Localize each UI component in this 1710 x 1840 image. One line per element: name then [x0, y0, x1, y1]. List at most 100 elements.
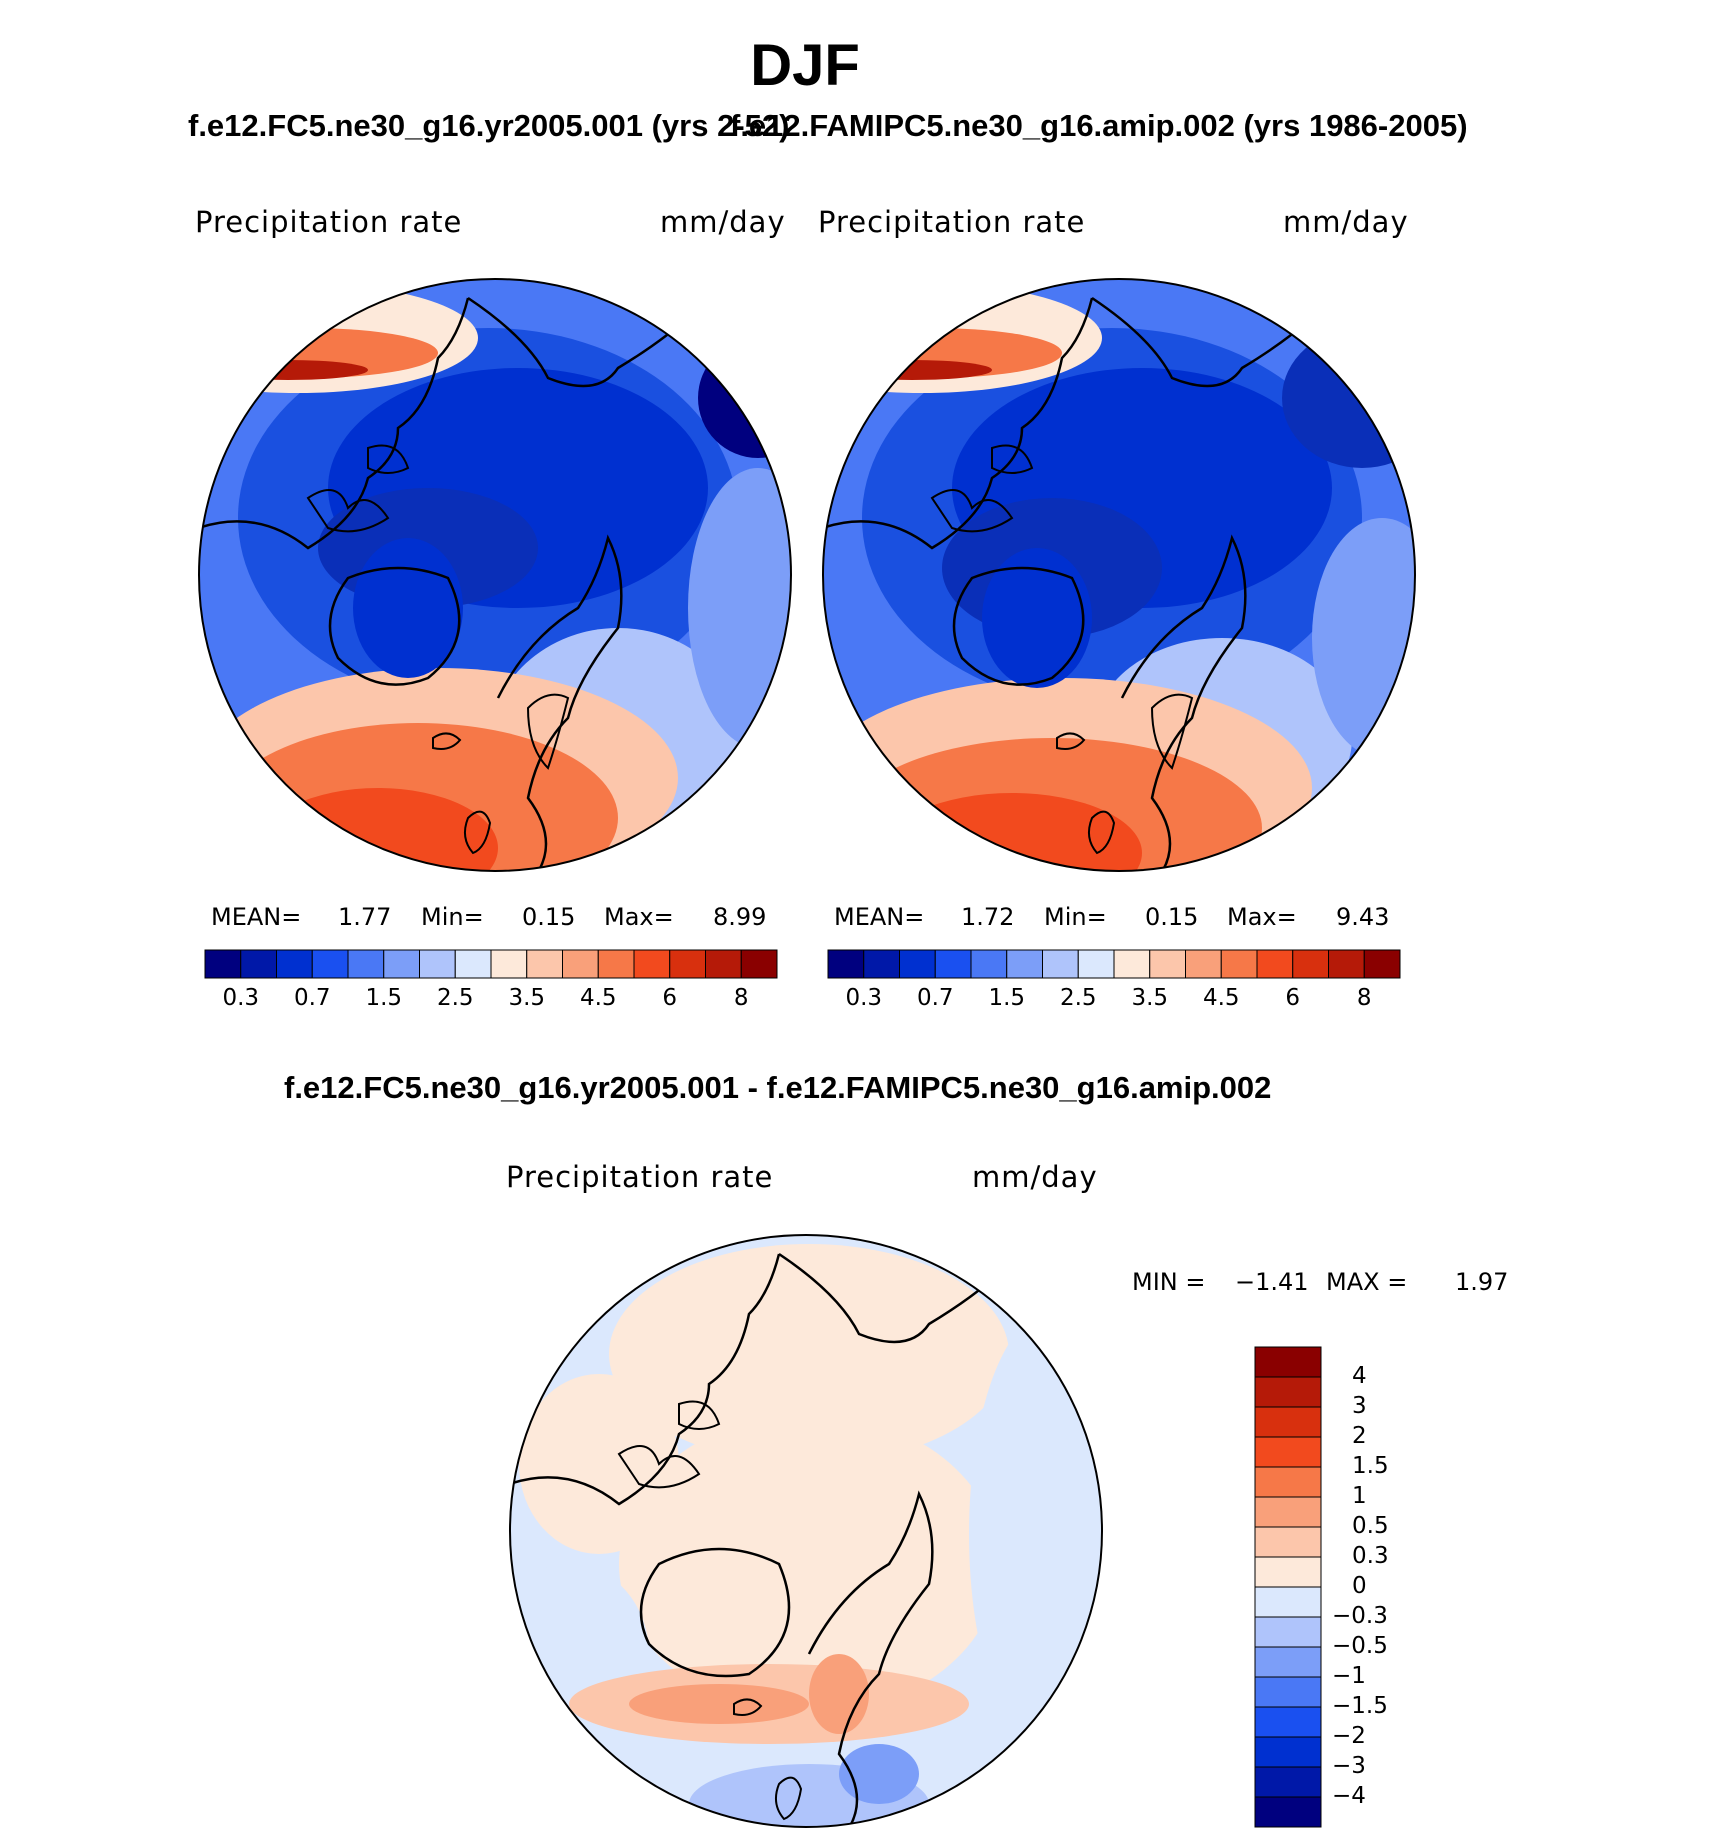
colorbar-tick-label: 0.5 — [1352, 1513, 1389, 1539]
left-min-value: 0.15 — [522, 903, 576, 931]
colorbar-tick-label: −3 — [1332, 1753, 1366, 1779]
colorbar-swatch — [1254, 1646, 1322, 1678]
colorbar-swatch — [1077, 949, 1115, 979]
colorbar-swatch — [1254, 1586, 1322, 1618]
map-outline — [198, 278, 792, 872]
colorbar-swatch — [562, 949, 599, 979]
diff-max-value: 1.97 — [1455, 1268, 1509, 1296]
colorbar-tick-label: 0.3 — [845, 985, 883, 1011]
coastline-iceland — [1056, 732, 1086, 750]
colorbar-tick-label: 0.7 — [293, 985, 331, 1011]
colorbar-swatch — [1042, 949, 1079, 979]
siberia-dry-core — [1282, 328, 1415, 468]
colorbar-swatch — [740, 949, 778, 979]
colorbar-tick-label: 3.5 — [508, 985, 546, 1011]
colorbar-tick-label: 1.5 — [988, 985, 1026, 1011]
diff-min-label: MIN = — [1132, 1268, 1206, 1296]
colorbar-swatch — [1254, 1616, 1322, 1648]
right-variable-label: Precipitation rate — [818, 205, 1086, 239]
colorbar-swatch — [1149, 949, 1186, 979]
right-colorbar — [827, 949, 1401, 979]
colorbar-swatch — [347, 949, 385, 979]
colorbar-swatch — [1254, 1766, 1322, 1798]
positive-field-west — [519, 1374, 679, 1554]
figure-title: DJF — [750, 33, 860, 98]
coastline-greenland — [639, 1547, 791, 1678]
coastline-canadian-archipelago — [306, 444, 410, 533]
coastline-canadian-archipelago — [930, 444, 1034, 533]
right-min-value: 0.15 — [1145, 903, 1199, 931]
difference-colorbar — [1254, 1346, 1322, 1828]
colorbar-swatch — [1113, 949, 1151, 979]
atlantic-storm-core — [258, 788, 498, 871]
map-outline — [509, 1234, 1103, 1828]
colorbar-tick-label: 1.5 — [1352, 1453, 1389, 1479]
colorbar-swatch — [863, 949, 900, 979]
coastline-north-america — [510, 1253, 781, 1506]
colorbar-swatch — [899, 949, 936, 979]
colorbar-tick-label: −1.5 — [1332, 1693, 1388, 1719]
coastline-iceland — [733, 1698, 763, 1716]
left-map — [198, 278, 792, 872]
colorbar-tick-label: 6 — [1285, 985, 1301, 1011]
colorbar-swatch — [1006, 949, 1043, 979]
colorbar-swatch — [1328, 949, 1365, 979]
colorbar-tick-label: 0.3 — [1352, 1543, 1389, 1569]
colorbar-tick-label: 2.5 — [436, 985, 474, 1011]
colorbar-swatch — [383, 949, 420, 979]
colorbar-swatch — [705, 949, 742, 979]
colorbar-swatch — [1254, 1526, 1322, 1558]
colorbar-swatch — [1254, 1406, 1322, 1438]
colorbar-swatch — [490, 949, 528, 979]
coastline-europe — [496, 534, 623, 871]
colorbar-swatch — [419, 949, 456, 979]
colorbar-swatch — [1254, 1346, 1322, 1378]
left-units-label: mm/day — [660, 205, 786, 239]
colorbar-tick-label: 2.5 — [1059, 985, 1097, 1011]
right-mean-value: 1.72 — [961, 903, 1015, 931]
diff-units-label: mm/day — [972, 1160, 1098, 1194]
right-max-value: 9.43 — [1336, 903, 1390, 931]
left-mean-value: 1.77 — [338, 903, 392, 931]
coastline-scandinavia — [526, 693, 570, 770]
colorbar-tick-label: 3.5 — [1131, 985, 1169, 1011]
greenland-blue-tongue — [982, 548, 1092, 688]
right-case-title: f.e12.FAMIPC5.ne30_g16.amip.002 (yrs 198… — [730, 108, 1468, 143]
difference-title: f.e12.FC5.ne30_g16.yr2005.001 - f.e12.FA… — [284, 1070, 1272, 1105]
colorbar-swatch — [1254, 1676, 1322, 1708]
left-max-value: 8.99 — [713, 903, 767, 931]
coastline-iceland — [432, 732, 462, 750]
positive-field-north — [609, 1244, 1009, 1464]
colorbar-swatch — [240, 949, 277, 979]
colorbar-swatch — [934, 949, 972, 979]
left-max-label: Max= — [604, 903, 674, 931]
difference-colorbar-ticks: 4 3 2 1.5 1 0.5 0.3 0 −0.3 −0.5 −1 −1.5 −2 −3 −4 — [1332, 1347, 1452, 1827]
colorbar-swatch — [311, 949, 349, 979]
colorbar-swatch — [1254, 1796, 1322, 1828]
colorbar-tick-label: 1 — [1352, 1483, 1367, 1509]
colorbar-swatch — [1254, 1556, 1322, 1588]
colorbar-tick-label: −0.3 — [1332, 1603, 1388, 1629]
right-units-label: mm/day — [1283, 205, 1409, 239]
colorbar-tick-label: 6 — [662, 985, 678, 1011]
coastline-north-america — [199, 297, 470, 550]
coastline-europe — [1120, 534, 1247, 871]
colorbar-swatch — [669, 949, 706, 979]
left-case-title: f.e12.FC5.ne30_g16.yr2005.001 (yrs 2-52) — [188, 108, 790, 143]
colorbar-swatch — [827, 949, 865, 979]
right-max-label: Max= — [1227, 903, 1297, 931]
colorbar-swatch — [1220, 949, 1258, 979]
colorbar-swatch — [597, 949, 635, 979]
colorbar-swatch — [1254, 1376, 1322, 1408]
positive-core-norway — [809, 1654, 869, 1734]
colorbar-swatch — [526, 949, 563, 979]
colorbar-tick-label: 0.3 — [222, 985, 260, 1011]
diff-min-value: −1.41 — [1235, 1268, 1309, 1296]
left-mean-label: MEAN= — [211, 903, 302, 931]
colorbar-swatch — [276, 949, 313, 979]
colorbar-tick-label: 4.5 — [579, 985, 617, 1011]
coastline-canadian-archipelago — [617, 1400, 721, 1489]
east-pale-field — [688, 468, 791, 748]
east-pale-field — [1312, 518, 1415, 758]
colorbar-swatch — [1254, 1466, 1322, 1498]
